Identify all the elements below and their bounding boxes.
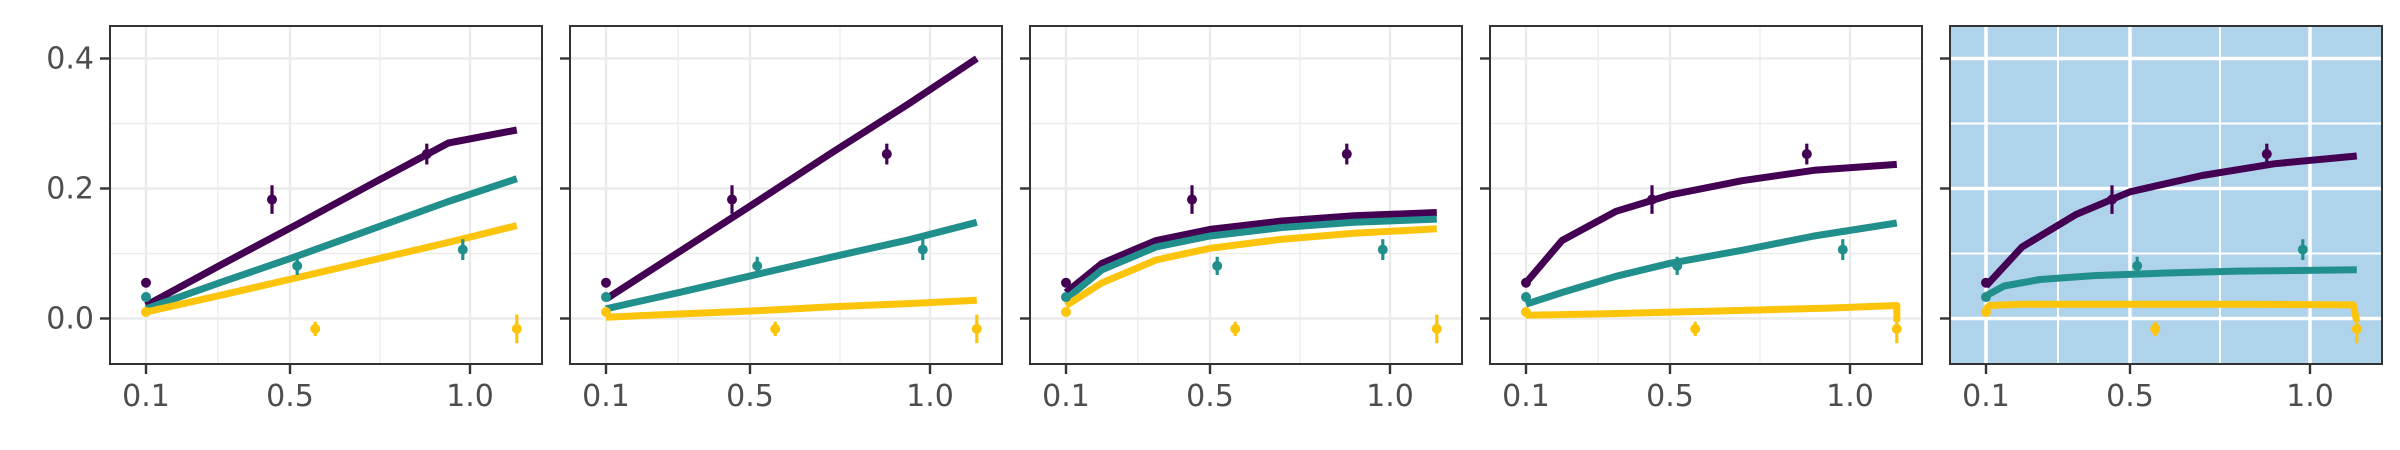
fit-line-yellow (1064, 225, 1437, 309)
fit-line-teal (1524, 219, 1898, 308)
panel-border (1029, 25, 1463, 365)
point-yellow (1521, 307, 1531, 317)
point-teal (1672, 260, 1683, 271)
point-teal (601, 292, 611, 303)
fit-line-purple (1983, 152, 2358, 289)
point-purple (1647, 194, 1657, 205)
point-purple (1521, 277, 1531, 288)
fit-line-teal (605, 218, 978, 313)
point-teal (1212, 260, 1223, 271)
x-tick-label: 1.0 (1366, 379, 1414, 414)
point-purple (2261, 149, 2272, 160)
fit-line-purple (144, 126, 518, 309)
point-purple (1981, 277, 1991, 288)
point-purple (601, 277, 611, 288)
panel-3: 0.1 0.5 1.0 (1020, 25, 1463, 414)
point-teal (1521, 292, 1531, 303)
x-tick-label: 0.5 (1186, 379, 1234, 414)
point-yellow (1061, 307, 1071, 317)
point-teal (1061, 292, 1071, 303)
x-tick-label: 0.1 (1042, 379, 1090, 414)
point-purple (1187, 194, 1197, 205)
x-tick-label: 0.1 (582, 379, 630, 414)
y-tick-label: 0.0 (46, 302, 94, 337)
x-tick-label: 0.5 (2106, 379, 2154, 414)
panel-5: 0.1 0.5 1.0 (1940, 25, 2383, 414)
x-tick-label: 0.1 (122, 379, 170, 414)
panel-4: 0.1 0.5 1.0 (1480, 25, 1923, 414)
fit-line-purple (604, 55, 979, 302)
point-teal (2297, 244, 2308, 255)
point-yellow (1891, 323, 1902, 334)
fit-line-yellow (1983, 300, 2361, 323)
point-teal (917, 244, 928, 255)
fit-line-teal (1063, 215, 1437, 302)
point-teal (292, 260, 303, 271)
x-tick-label: 1.0 (446, 379, 494, 414)
point-yellow (1431, 323, 1442, 334)
point-yellow (1981, 307, 1991, 317)
fit-line-purple (1523, 160, 1898, 286)
fit-line-teal (144, 175, 518, 313)
point-yellow (971, 323, 982, 334)
point-purple (2107, 194, 2117, 205)
point-teal (141, 292, 151, 303)
panel-border (569, 25, 1003, 365)
point-teal (1377, 244, 1388, 255)
fit-line-yellow (1525, 302, 1901, 322)
point-yellow (310, 323, 321, 334)
x-tick-label: 0.1 (1962, 379, 2010, 414)
point-purple (1061, 277, 1071, 288)
point-teal (1981, 292, 1991, 303)
point-yellow (1230, 323, 1241, 334)
point-teal (457, 244, 468, 255)
panel-1: 0.0 0.2 0.4 0.1 0.5 1.0 (46, 25, 543, 414)
fit-line-purple (1063, 209, 1437, 296)
fit-line-yellow (145, 222, 518, 316)
panel-border (1489, 25, 1923, 365)
point-purple (267, 194, 277, 205)
panel-2: 0.1 0.5 1.0 (560, 25, 1003, 414)
fit-line-teal (1984, 266, 2357, 299)
point-yellow (2351, 323, 2362, 334)
point-teal (2132, 260, 2143, 271)
panel-background (1030, 26, 1462, 364)
y-tick-label: 0.2 (46, 172, 94, 207)
x-tick-label: 1.0 (906, 379, 954, 414)
point-yellow (2150, 323, 2161, 334)
point-yellow (1690, 323, 1701, 334)
x-tick-label: 0.5 (266, 379, 314, 414)
point-purple (421, 149, 432, 160)
fit-line-yellow (605, 296, 977, 321)
point-purple (727, 194, 737, 205)
x-tick-label: 0.1 (1502, 379, 1550, 414)
point-purple (141, 277, 151, 288)
panel-border (109, 25, 543, 365)
y-tick-label: 0.4 (46, 42, 94, 77)
x-tick-label: 1.0 (2286, 379, 2334, 414)
point-teal (752, 260, 763, 271)
x-tick-label: 0.5 (1646, 379, 1694, 414)
point-purple (881, 149, 892, 160)
point-yellow (770, 323, 781, 334)
panel-border (1949, 25, 2383, 365)
x-tick-label: 0.5 (726, 379, 774, 414)
point-yellow (141, 307, 151, 317)
point-purple (1801, 149, 1812, 160)
panel-background (1950, 26, 2382, 364)
x-tick-label: 1.0 (1826, 379, 1874, 414)
point-yellow (601, 307, 611, 317)
point-purple (1341, 149, 1352, 160)
point-teal (1837, 244, 1848, 255)
point-yellow (511, 323, 522, 334)
